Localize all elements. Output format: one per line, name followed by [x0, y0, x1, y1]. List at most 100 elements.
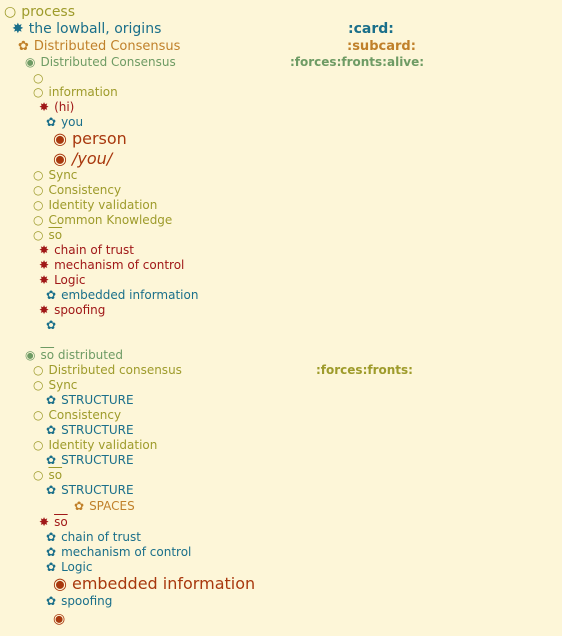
outline-item-text: chain of trust — [61, 530, 141, 544]
outline-item[interactable]: ✿ embedded information — [46, 289, 198, 301]
outline-item-text: /you/ — [71, 149, 113, 168]
outline-item-tags: :card: — [348, 21, 394, 37]
outline-item[interactable]: ✿ mechanism of control — [46, 546, 191, 558]
outline-item-text: Sync — [48, 168, 78, 182]
outline-item-text: Distributed Consensus — [33, 39, 181, 54]
outline-item[interactable]: ✿ STRUCTURE — [46, 394, 134, 406]
circle-open-icon[interactable]: ○ — [33, 85, 44, 99]
outline-item[interactable]: ✿ chain of trust — [46, 531, 141, 543]
outline-item[interactable]: ✿ STRUCTURE — [46, 484, 134, 496]
star-burst-icon[interactable]: ✸ — [39, 258, 50, 272]
outline-item-text: (hi) — [54, 100, 75, 114]
circle-open-icon[interactable]: ○ — [33, 468, 44, 482]
outline-item-text: process — [21, 4, 76, 20]
star-burst-icon[interactable]: ✸ — [12, 21, 24, 37]
circle-dot-icon[interactable]: ◉ — [25, 55, 36, 69]
outline-item-text: STRUCTURE — [61, 393, 134, 407]
outline-item[interactable]: ○ Consistency — [33, 184, 121, 196]
outline-item-text: spoofing — [61, 594, 113, 608]
outline-item[interactable]: ✸ chain of trust — [39, 244, 134, 256]
outline-item[interactable]: ✿ STRUCTURE — [46, 454, 134, 466]
star-burst-icon[interactable]: ✸ — [39, 273, 50, 287]
outline-item[interactable]: ✿ Logic — [46, 561, 92, 573]
outline-item[interactable]: ✿ you — [46, 116, 83, 128]
outline-item-text: so — [40, 348, 55, 362]
outline-item[interactable]: ◉ so distributed — [25, 349, 123, 361]
outline-item[interactable]: ○ Sync — [33, 379, 77, 391]
outline-item-text: Sync — [48, 378, 78, 392]
outline-item[interactable]: ✿ — [46, 319, 61, 331]
outline-item[interactable]: ○ Sync — [33, 169, 77, 181]
star-burst-icon[interactable]: ✸ — [39, 303, 50, 317]
outline-item-text: Identity validation — [48, 198, 158, 212]
outline-item[interactable]: ◉/you/ — [53, 151, 112, 167]
outline-item[interactable]: ✸ the lowball, origins — [12, 22, 161, 36]
flower-icon[interactable]: ✿ — [18, 39, 29, 54]
outline-item-text: embedded information — [71, 574, 256, 593]
outline-item[interactable]: ○ Distributed consensus — [33, 364, 182, 376]
outline-item[interactable]: ✸ mechanism of control — [39, 259, 184, 271]
outline-item[interactable]: ✸ (hi) — [39, 101, 74, 113]
outline-item[interactable]: ○ so — [33, 469, 62, 481]
flower-icon[interactable]: ✿ — [74, 499, 85, 513]
circle-dot-icon[interactable]: ◉ — [53, 129, 67, 148]
circle-dot-icon[interactable]: ◉ — [53, 574, 67, 593]
flower-icon[interactable]: ✿ — [46, 453, 57, 467]
flower-icon[interactable]: ✿ — [46, 393, 57, 407]
flower-icon[interactable]: ✿ — [46, 560, 57, 574]
circle-open-icon[interactable]: ○ — [4, 4, 17, 20]
outline-item[interactable]: ○ so — [33, 229, 62, 241]
outline-item-text: chain of trust — [54, 243, 134, 257]
star-burst-icon[interactable]: ✸ — [39, 100, 50, 114]
outline-item[interactable]: ○ process — [4, 5, 75, 19]
outline-item[interactable]: ◉ Distributed Consensus — [25, 56, 176, 68]
circle-open-icon[interactable]: ○ — [33, 408, 44, 422]
circle-dot-icon[interactable]: ◉ — [25, 348, 36, 362]
flower-icon[interactable]: ✿ — [46, 530, 57, 544]
flower-icon[interactable]: ✿ — [46, 545, 57, 559]
outline-item[interactable]: ✸ Logic — [39, 274, 85, 286]
circle-open-icon[interactable]: ○ — [33, 213, 44, 227]
outline-item-text: embedded information — [61, 288, 199, 302]
outline-item[interactable]: ✿ SPACES — [74, 500, 135, 512]
circle-open-icon[interactable]: ○ — [33, 228, 44, 242]
circle-dot-icon[interactable]: ◉ — [53, 149, 67, 168]
circle-open-icon[interactable]: ○ — [33, 198, 44, 212]
outline-item[interactable]: ◉ person — [53, 131, 127, 147]
outline-item-text: so — [48, 468, 63, 482]
flower-icon[interactable]: ✿ — [46, 594, 57, 608]
outline-item-text: Logic — [61, 560, 93, 574]
outline-item-text: Consistency — [48, 408, 122, 422]
outline-item[interactable]: ○ Consistency — [33, 409, 121, 421]
circle-open-icon[interactable]: ○ — [33, 183, 44, 197]
flower-icon[interactable]: ✿ — [46, 423, 57, 437]
outline-item-text: SPACES — [89, 499, 135, 513]
outline-item[interactable]: ✿ Distributed Consensus — [18, 40, 180, 53]
outline-item[interactable]: ✿ spoofing — [46, 595, 112, 607]
outline-item-text: so — [48, 228, 63, 242]
star-burst-icon[interactable]: ✸ — [39, 515, 50, 529]
outline-item[interactable]: ✿ STRUCTURE — [46, 424, 134, 436]
flower-icon[interactable]: ✿ — [46, 318, 57, 332]
flower-icon[interactable]: ✿ — [46, 483, 57, 497]
circle-open-icon[interactable]: ○ — [33, 363, 44, 377]
outline-item[interactable]: ◉ — [53, 612, 70, 626]
flower-icon[interactable]: ✿ — [46, 288, 57, 302]
outline-item[interactable]: ✸ so — [39, 516, 68, 528]
outline-item-text: so — [54, 515, 68, 529]
outline-item[interactable]: ◉ embedded information — [53, 576, 255, 592]
outline-item[interactable]: ○ information — [33, 86, 118, 98]
outline-item[interactable]: ○ Identity validation — [33, 199, 157, 211]
outline-item[interactable]: ○ Common Knowledge — [33, 214, 172, 226]
circle-open-icon[interactable]: ○ — [33, 168, 44, 182]
circle-open-icon[interactable]: ○ — [33, 378, 44, 392]
circle-open-icon[interactable]: ○ — [33, 71, 44, 85]
circle-open-icon[interactable]: ○ — [33, 438, 44, 452]
outline-item-text: person — [71, 129, 127, 148]
outline-item[interactable]: ○ — [33, 72, 48, 84]
flower-icon[interactable]: ✿ — [46, 115, 57, 129]
outline-item[interactable]: ○ Identity validation — [33, 439, 157, 451]
circle-dot-icon[interactable]: ◉ — [53, 611, 66, 627]
star-burst-icon[interactable]: ✸ — [39, 243, 50, 257]
outline-item[interactable]: ✸ spoofing — [39, 304, 105, 316]
